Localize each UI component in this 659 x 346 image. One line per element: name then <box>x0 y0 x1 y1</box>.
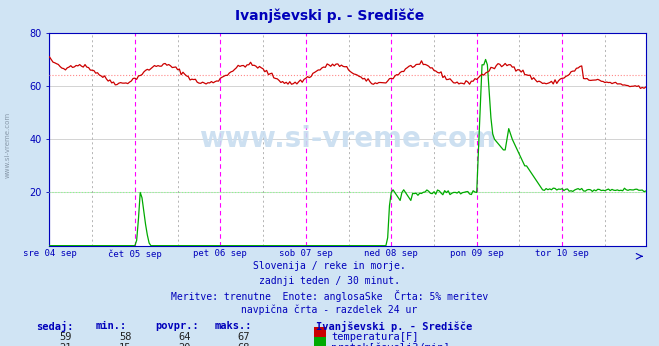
Text: navpična črta - razdelek 24 ur: navpična črta - razdelek 24 ur <box>241 305 418 315</box>
Text: sedaj:: sedaj: <box>36 321 74 332</box>
Text: 59: 59 <box>60 332 72 342</box>
Text: temperatura[F]: temperatura[F] <box>331 332 419 342</box>
Text: povpr.:: povpr.: <box>155 321 198 331</box>
Text: zadnji teden / 30 minut.: zadnji teden / 30 minut. <box>259 276 400 286</box>
Text: Ivanjševski p. - Središče: Ivanjševski p. - Središče <box>316 321 473 332</box>
Text: 67: 67 <box>238 332 250 342</box>
Text: 20: 20 <box>179 343 190 346</box>
Text: sre 04 sep: sre 04 sep <box>22 249 76 258</box>
Text: 15: 15 <box>119 343 131 346</box>
Text: 58: 58 <box>119 332 131 342</box>
Text: 68: 68 <box>238 343 250 346</box>
Text: pet 06 sep: pet 06 sep <box>194 249 247 258</box>
Text: min.:: min.: <box>96 321 127 331</box>
Text: Ivanjševski p. - Središče: Ivanjševski p. - Središče <box>235 9 424 23</box>
Text: 21: 21 <box>60 343 72 346</box>
Text: tor 10 sep: tor 10 sep <box>535 249 589 258</box>
Text: maks.:: maks.: <box>214 321 252 331</box>
Text: www.si-vreme.com: www.si-vreme.com <box>5 112 11 179</box>
Text: Meritve: trenutne  Enote: anglosaSke  Črta: 5% meritev: Meritve: trenutne Enote: anglosaSke Črta… <box>171 290 488 302</box>
Text: ned 08 sep: ned 08 sep <box>364 249 418 258</box>
Text: www.si-vreme.com: www.si-vreme.com <box>199 125 496 153</box>
Text: pon 09 sep: pon 09 sep <box>450 249 503 258</box>
Text: pretok[čevelj3/min]: pretok[čevelj3/min] <box>331 343 450 346</box>
Text: sob 07 sep: sob 07 sep <box>279 249 333 258</box>
Text: 64: 64 <box>179 332 190 342</box>
Text: Slovenija / reke in morje.: Slovenija / reke in morje. <box>253 261 406 271</box>
Text: čet 05 sep: čet 05 sep <box>108 249 161 258</box>
